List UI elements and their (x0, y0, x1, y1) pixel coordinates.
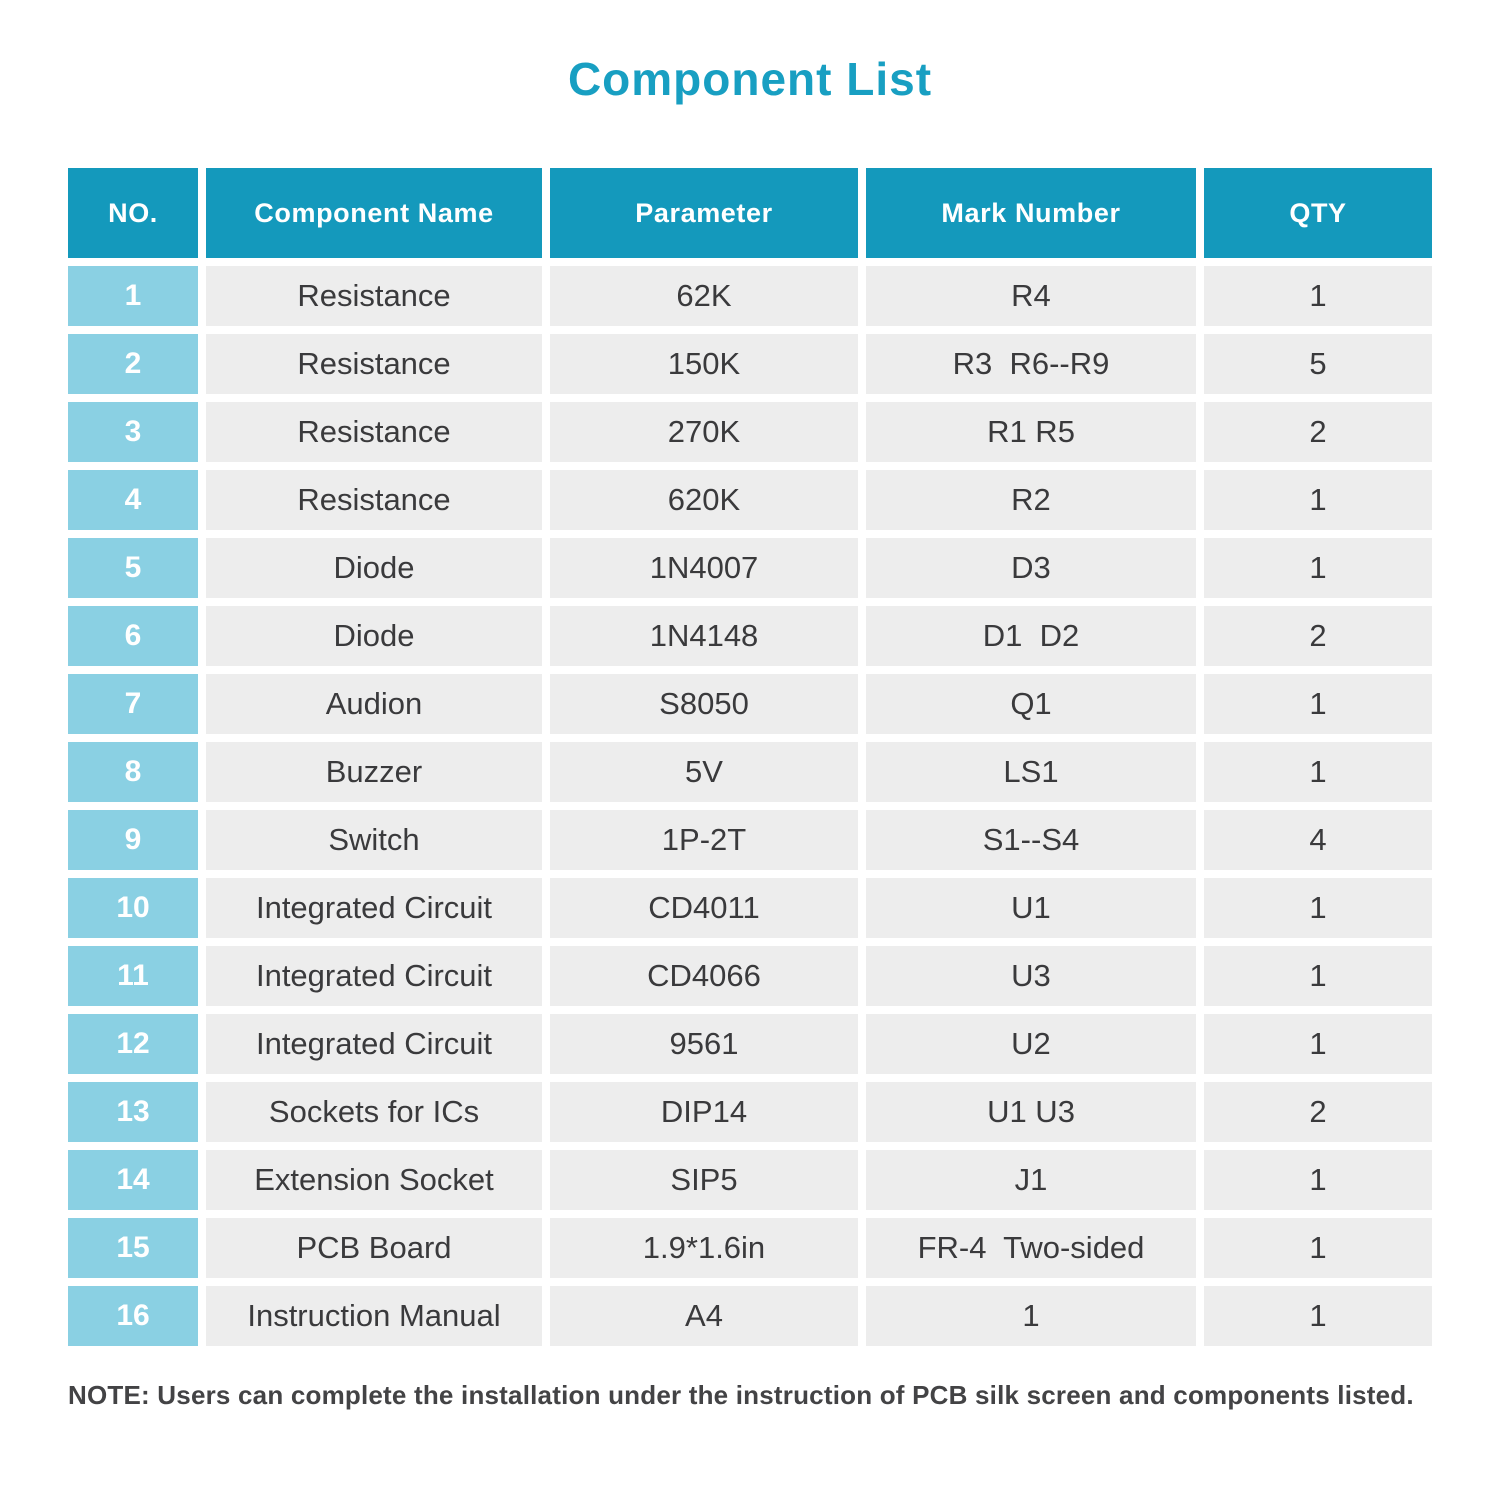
row-number-cell: 10 (68, 878, 198, 938)
parameter-cell: 270K (550, 402, 858, 462)
parameter-cell: 62K (550, 266, 858, 326)
component-name-cell: Audion (206, 674, 542, 734)
mark-number-cell: U1 U3 (866, 1082, 1196, 1142)
component-name-cell: Instruction Manual (206, 1286, 542, 1346)
component-name-cell: Diode (206, 606, 542, 666)
component-name-cell: Resistance (206, 402, 542, 462)
row-number-cell: 16 (68, 1286, 198, 1346)
parameter-cell: 150K (550, 334, 858, 394)
mark-number-cell: J1 (866, 1150, 1196, 1210)
component-name-cell: Integrated Circuit (206, 1014, 542, 1074)
row-number-cell: 6 (68, 606, 198, 666)
component-name-cell: Switch (206, 810, 542, 870)
qty-cell: 2 (1204, 1082, 1432, 1142)
qty-cell: 1 (1204, 742, 1432, 802)
qty-cell: 1 (1204, 878, 1432, 938)
component-name-cell: Diode (206, 538, 542, 598)
parameter-cell: 1.9*1.6in (550, 1218, 858, 1278)
component-name-cell: Integrated Circuit (206, 946, 542, 1006)
component-name-cell: Sockets for ICs (206, 1082, 542, 1142)
column-header-component-name: Component Name (206, 168, 542, 258)
qty-cell: 5 (1204, 334, 1432, 394)
qty-cell: 1 (1204, 1150, 1432, 1210)
qty-cell: 2 (1204, 606, 1432, 666)
component-name-cell: PCB Board (206, 1218, 542, 1278)
component-name-cell: Resistance (206, 334, 542, 394)
column-header-mark-number: Mark Number (866, 168, 1196, 258)
component-table: NO. Component Name Parameter Mark Number… (68, 168, 1432, 1346)
row-number-cell: 5 (68, 538, 198, 598)
qty-cell: 2 (1204, 402, 1432, 462)
qty-cell: 1 (1204, 1218, 1432, 1278)
parameter-cell: 5V (550, 742, 858, 802)
row-number-cell: 8 (68, 742, 198, 802)
row-number-cell: 15 (68, 1218, 198, 1278)
mark-number-cell: U1 (866, 878, 1196, 938)
mark-number-cell: U2 (866, 1014, 1196, 1074)
mark-number-cell: 1 (866, 1286, 1196, 1346)
parameter-cell: 1N4148 (550, 606, 858, 666)
parameter-cell: 1N4007 (550, 538, 858, 598)
row-number-cell: 14 (68, 1150, 198, 1210)
qty-cell: 4 (1204, 810, 1432, 870)
qty-cell: 1 (1204, 538, 1432, 598)
mark-number-cell: S1--S4 (866, 810, 1196, 870)
row-number-cell: 12 (68, 1014, 198, 1074)
mark-number-cell: FR-4 Two-sided (866, 1218, 1196, 1278)
mark-number-cell: D3 (866, 538, 1196, 598)
qty-cell: 1 (1204, 470, 1432, 530)
qty-cell: 1 (1204, 1286, 1432, 1346)
row-number-cell: 3 (68, 402, 198, 462)
mark-number-cell: R2 (866, 470, 1196, 530)
parameter-cell: 1P-2T (550, 810, 858, 870)
qty-cell: 1 (1204, 946, 1432, 1006)
mark-number-cell: Q1 (866, 674, 1196, 734)
mark-number-cell: R4 (866, 266, 1196, 326)
mark-number-cell: D1 D2 (866, 606, 1196, 666)
row-number-cell: 11 (68, 946, 198, 1006)
row-number-cell: 4 (68, 470, 198, 530)
component-name-cell: Buzzer (206, 742, 542, 802)
mark-number-cell: R3 R6--R9 (866, 334, 1196, 394)
parameter-cell: A4 (550, 1286, 858, 1346)
column-header-no: NO. (68, 168, 198, 258)
mark-number-cell: R1 R5 (866, 402, 1196, 462)
parameter-cell: SIP5 (550, 1150, 858, 1210)
parameter-cell: 620K (550, 470, 858, 530)
parameter-cell: DIP14 (550, 1082, 858, 1142)
parameter-cell: S8050 (550, 674, 858, 734)
row-number-cell: 1 (68, 266, 198, 326)
parameter-cell: 9561 (550, 1014, 858, 1074)
row-number-cell: 2 (68, 334, 198, 394)
page-title: Component List (567, 53, 933, 105)
qty-cell: 1 (1204, 1014, 1432, 1074)
component-name-cell: Resistance (206, 470, 542, 530)
row-number-cell: 13 (68, 1082, 198, 1142)
parameter-cell: CD4066 (550, 946, 858, 1006)
note-text: NOTE: Users can complete the installatio… (68, 1380, 1414, 1410)
parameter-cell: CD4011 (550, 878, 858, 938)
qty-cell: 1 (1204, 674, 1432, 734)
row-number-cell: 7 (68, 674, 198, 734)
column-header-qty: QTY (1204, 168, 1432, 258)
mark-number-cell: U3 (866, 946, 1196, 1006)
component-name-cell: Extension Socket (206, 1150, 542, 1210)
qty-cell: 1 (1204, 266, 1432, 326)
component-name-cell: Integrated Circuit (206, 878, 542, 938)
row-number-cell: 9 (68, 810, 198, 870)
mark-number-cell: LS1 (866, 742, 1196, 802)
component-name-cell: Resistance (206, 266, 542, 326)
column-header-parameter: Parameter (550, 168, 858, 258)
